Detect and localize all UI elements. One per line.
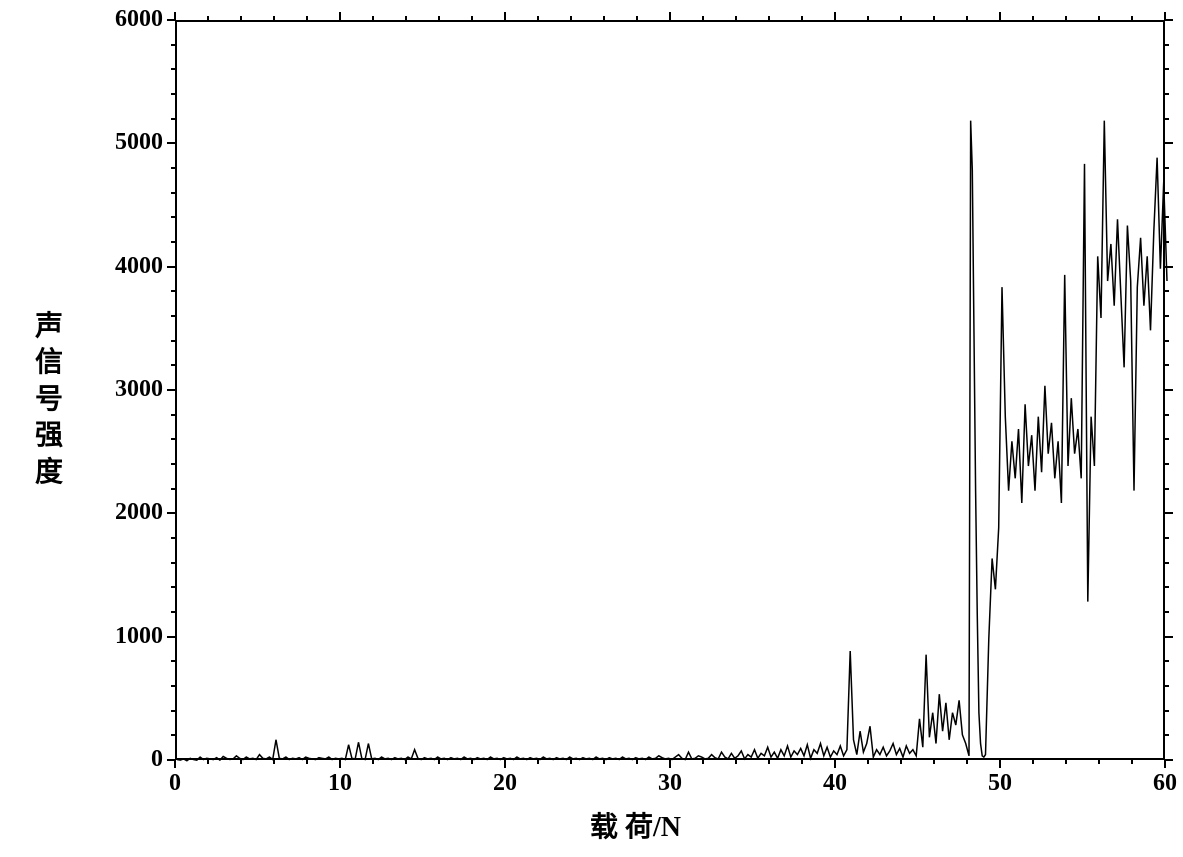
x-tick-label: 60 xyxy=(1147,770,1183,797)
x-tick-label: 30 xyxy=(652,770,688,797)
y-label-char: 信 xyxy=(35,345,63,381)
plot-area xyxy=(175,20,1165,760)
y-tick-label: 3000 xyxy=(115,376,163,403)
chart-container: 声信号强度 0 1000 2000 3000 4000 5000 6000 0 10 20 30 4… xyxy=(0,0,1183,857)
x-axis-label: 载 荷/N xyxy=(590,805,681,845)
y-label-char: 强 xyxy=(35,418,63,454)
x-tick-label: 40 xyxy=(817,770,853,797)
x-tick-label: 50 xyxy=(982,770,1018,797)
y-tick-label: 4000 xyxy=(115,253,163,280)
y-label-char: 度 xyxy=(35,455,63,491)
x-tick-label: 20 xyxy=(487,770,523,797)
y-tick-label: 1000 xyxy=(115,623,163,650)
y-tick-label: 0 xyxy=(151,746,163,773)
y-axis-label: 声信号强度 xyxy=(35,220,63,580)
chart-line xyxy=(177,121,1167,761)
y-tick-label: 6000 xyxy=(115,6,163,33)
x-tick-label: 0 xyxy=(157,770,193,797)
y-tick-label: 2000 xyxy=(115,499,163,526)
y-label-char: 号 xyxy=(35,382,63,418)
y-tick-label: 5000 xyxy=(115,129,163,156)
x-tick-label: 10 xyxy=(322,770,358,797)
chart-line-svg xyxy=(177,22,1167,762)
y-label-char: 声 xyxy=(35,309,63,345)
